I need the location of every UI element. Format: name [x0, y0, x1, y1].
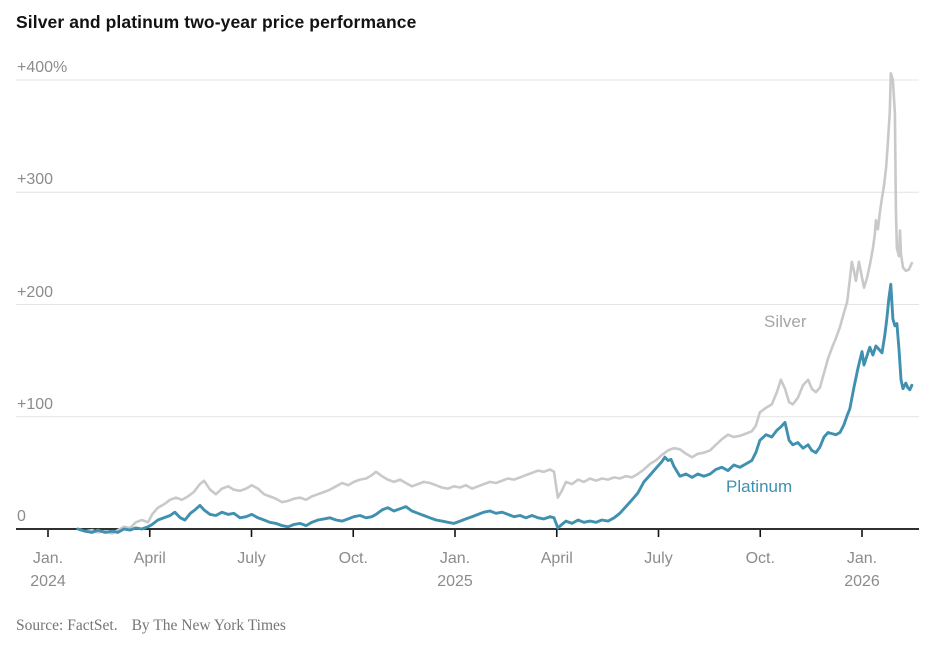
chart-footer: Source: FactSet. By The New York Times — [16, 617, 286, 635]
x-tick-month: April — [540, 550, 573, 567]
x-tick-year: 2024 — [30, 573, 66, 590]
y-tick-label: 0 — [17, 508, 26, 525]
x-tick-month: Jan. — [439, 550, 471, 567]
x-tick-label: July — [207, 547, 297, 570]
x-tick-year: 2025 — [437, 573, 473, 590]
y-tick-label: +200 — [17, 283, 54, 301]
series-line-platinum — [76, 282, 914, 534]
x-tick-label: July — [614, 547, 704, 570]
x-tick-year: 2026 — [844, 573, 880, 590]
y-tick-label: +100 — [17, 395, 54, 413]
x-tick-label: April — [512, 547, 602, 570]
x-tick-month: Oct. — [338, 550, 368, 567]
y-tick-label: +300 — [17, 171, 54, 189]
source-credit: Source: FactSet. — [16, 617, 118, 634]
x-tick-month: Jan. — [846, 550, 878, 567]
y-tick-label: +400% — [17, 59, 68, 76]
x-tick-month: July — [237, 550, 266, 567]
x-tick-month: July — [644, 550, 673, 567]
x-tick-label: Oct. — [715, 547, 805, 570]
x-tick-month: Jan. — [32, 550, 64, 567]
series-label-platinum: Platinum — [726, 477, 793, 496]
series-line-silver — [76, 72, 914, 535]
x-tick-label: Jan. 2026 — [817, 547, 907, 593]
x-tick-month: Oct. — [745, 550, 775, 567]
byline: By The New York Times — [131, 617, 286, 634]
x-tick-label: April — [105, 547, 195, 570]
x-tick-month: April — [133, 550, 166, 567]
series-label-silver: Silver — [764, 312, 807, 331]
chart-title: Silver and platinum two-year price perfo… — [16, 12, 417, 32]
x-tick-label: Jan. 2025 — [410, 547, 500, 593]
x-tick-label: Oct. — [308, 547, 398, 570]
x-tick-label: Jan. 2024 — [3, 547, 93, 593]
